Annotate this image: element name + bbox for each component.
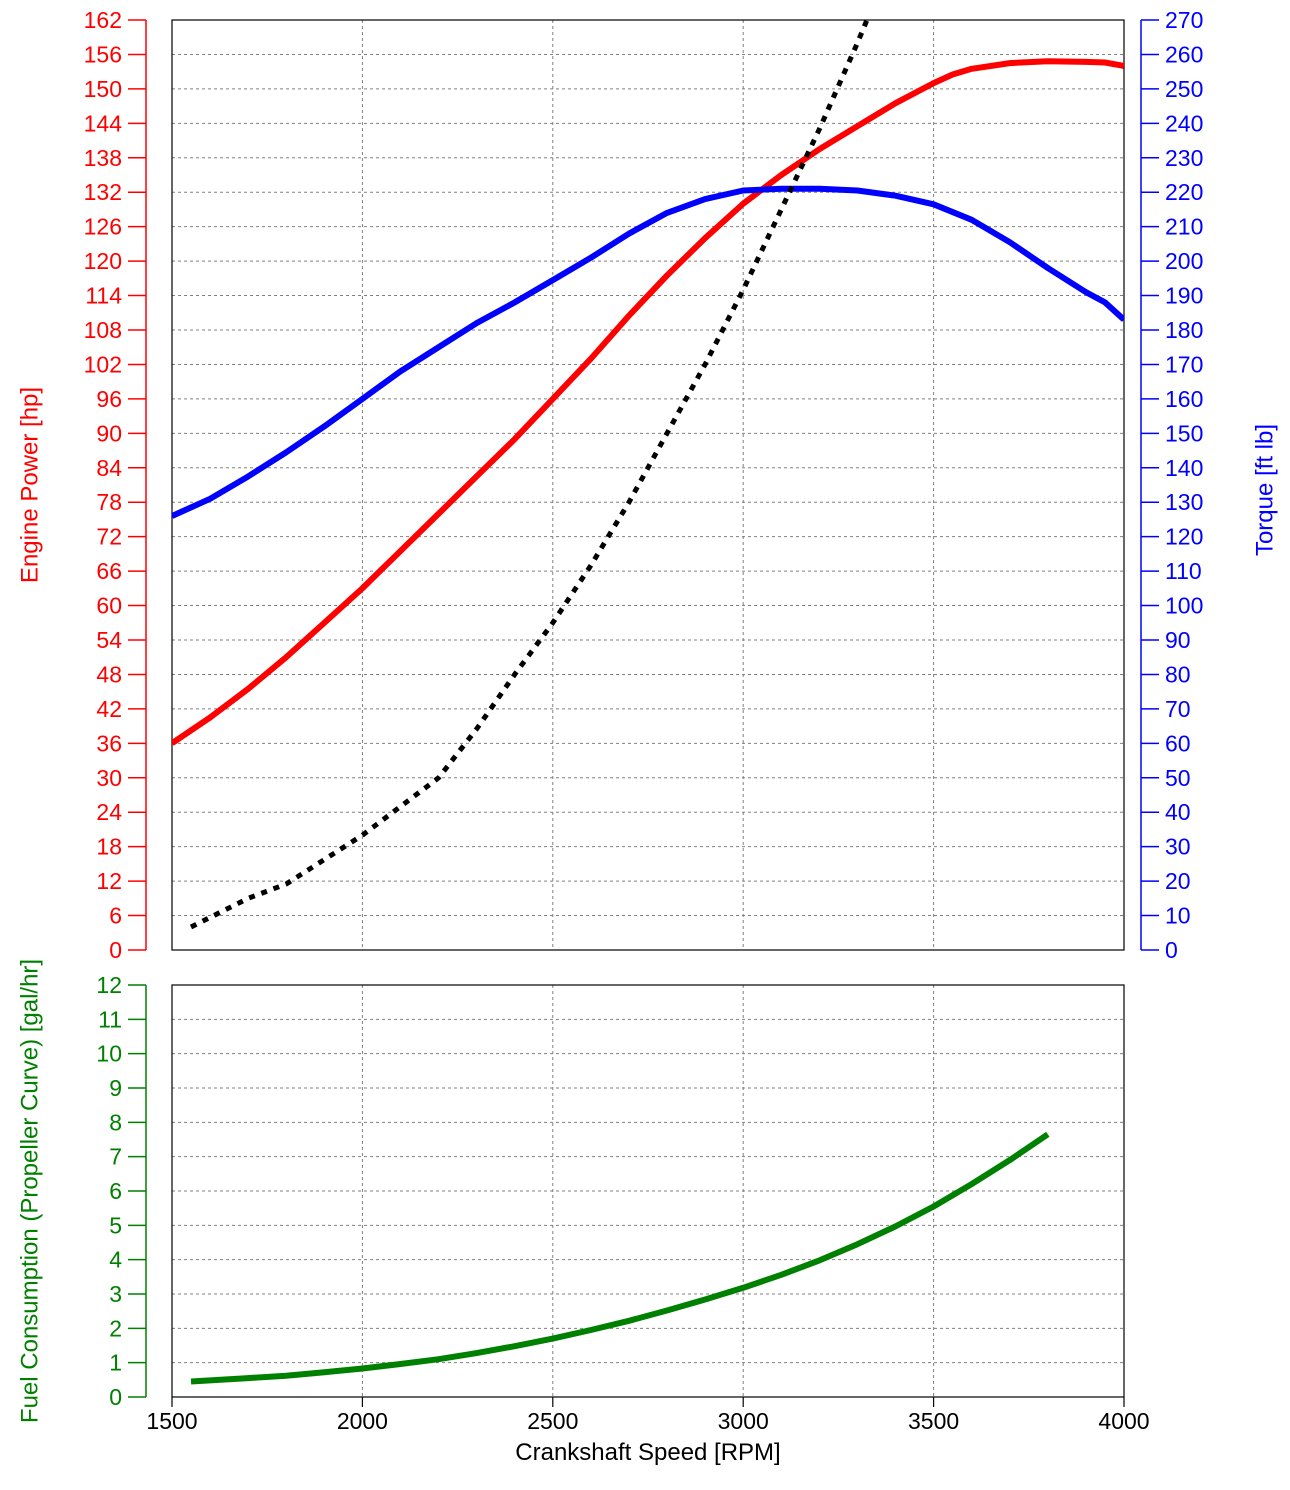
x-tick-label-0: 1500 bbox=[146, 1408, 197, 1434]
top-left-tick-label-24: 144 bbox=[84, 110, 123, 136]
x-tick-label-4: 3500 bbox=[908, 1408, 959, 1434]
right-tick-label-16: 160 bbox=[1165, 386, 1203, 412]
x-tick-label-1: 2000 bbox=[337, 1408, 388, 1434]
bottom-left-tick-label-7: 7 bbox=[109, 1144, 122, 1170]
bottom-left-tick-label-1: 1 bbox=[109, 1350, 122, 1376]
top-left-tick-label-27: 162 bbox=[84, 7, 122, 33]
top-left-tick-label-22: 132 bbox=[84, 179, 122, 205]
top-series-line-2 bbox=[189, 20, 870, 930]
right-tick-label-27: 270 bbox=[1165, 7, 1203, 33]
top-left-tick-label-14: 84 bbox=[96, 455, 122, 481]
top-left-tick-label-12: 72 bbox=[96, 524, 122, 550]
bottom-left-tick-label-8: 8 bbox=[109, 1109, 122, 1135]
right-tick-label-9: 90 bbox=[1165, 627, 1191, 653]
top-left-tick-label-5: 30 bbox=[96, 765, 122, 791]
bottom-left-tick-label-0: 0 bbox=[109, 1384, 122, 1410]
top-left-tick-label-11: 66 bbox=[96, 558, 122, 584]
right-tick-label-10: 100 bbox=[1165, 593, 1203, 619]
top-left-tick-label-26: 156 bbox=[84, 41, 122, 67]
bottom-left-tick-label-10: 10 bbox=[96, 1041, 122, 1067]
right-tick-label-8: 80 bbox=[1165, 661, 1191, 687]
x-tick-label-2: 2500 bbox=[527, 1408, 578, 1434]
right-tick-label-26: 260 bbox=[1165, 41, 1203, 67]
right-tick-label-5: 50 bbox=[1165, 765, 1191, 791]
right-tick-label-7: 70 bbox=[1165, 696, 1191, 722]
right-tick-label-18: 180 bbox=[1165, 317, 1203, 343]
top-left-tick-label-21: 126 bbox=[84, 214, 122, 240]
top-left-tick-label-2: 12 bbox=[96, 868, 122, 894]
top-left-tick-label-6: 36 bbox=[96, 730, 122, 756]
right-tick-label-12: 120 bbox=[1165, 524, 1203, 550]
top-left-tick-label-15: 90 bbox=[96, 420, 122, 446]
right-tick-label-23: 230 bbox=[1165, 145, 1203, 171]
bottom-left-tick-label-6: 6 bbox=[109, 1178, 122, 1204]
bottom-left-tick-label-11: 11 bbox=[98, 1006, 122, 1032]
right-tick-label-22: 220 bbox=[1165, 179, 1203, 205]
top-left-tick-label-23: 138 bbox=[84, 145, 122, 171]
right-tick-label-21: 210 bbox=[1165, 214, 1203, 240]
right-tick-label-6: 60 bbox=[1165, 730, 1191, 756]
bottom-left-tick-label-3: 3 bbox=[109, 1281, 122, 1307]
right-tick-label-25: 250 bbox=[1165, 76, 1203, 102]
top-series-line-1 bbox=[172, 185, 1124, 519]
top-left-tick-label-16: 96 bbox=[96, 386, 122, 412]
right-tick-label-3: 30 bbox=[1165, 834, 1191, 860]
right-tick-label-0: 0 bbox=[1165, 937, 1178, 963]
right-tick-label-11: 110 bbox=[1165, 558, 1202, 584]
right-tick-label-4: 40 bbox=[1165, 799, 1191, 825]
top-left-tick-label-8: 48 bbox=[96, 661, 122, 687]
top-plot-frame bbox=[171, 19, 1125, 951]
top-left-tick-label-25: 150 bbox=[84, 76, 122, 102]
bottom-left-axis-title: Fuel Consumption (Propeller Curve) [gal/… bbox=[17, 959, 44, 1423]
right-tick-label-13: 130 bbox=[1165, 489, 1203, 515]
top-left-tick-label-3: 18 bbox=[96, 834, 122, 860]
right-tick-label-1: 10 bbox=[1165, 903, 1191, 929]
top-left-tick-label-9: 54 bbox=[96, 627, 122, 653]
bottom-left-tick-label-4: 4 bbox=[109, 1247, 122, 1273]
right-axis-title: Torque [ft lb] bbox=[1252, 424, 1279, 556]
right-tick-label-2: 20 bbox=[1165, 868, 1191, 894]
bottom-series-line-0 bbox=[190, 1131, 1050, 1385]
top-left-tick-label-19: 114 bbox=[85, 283, 122, 309]
right-tick-label-19: 190 bbox=[1165, 283, 1203, 309]
top-series-line-0 bbox=[172, 58, 1124, 746]
top-left-tick-label-0: 0 bbox=[109, 937, 122, 963]
right-tick-label-15: 150 bbox=[1165, 420, 1203, 446]
right-tick-label-20: 200 bbox=[1165, 248, 1203, 274]
right-tick-label-24: 240 bbox=[1165, 110, 1203, 136]
right-tick-label-17: 170 bbox=[1165, 351, 1203, 377]
bottom-left-tick-label-5: 5 bbox=[109, 1212, 122, 1238]
top-left-tick-label-18: 108 bbox=[84, 317, 122, 343]
top-left-tick-label-10: 60 bbox=[96, 593, 122, 619]
top-left-tick-label-1: 6 bbox=[109, 903, 122, 929]
top-left-tick-label-17: 102 bbox=[84, 351, 122, 377]
top-left-tick-label-20: 120 bbox=[84, 248, 122, 274]
top-left-tick-label-4: 24 bbox=[96, 799, 122, 825]
top-left-tick-label-13: 78 bbox=[96, 489, 122, 515]
bottom-left-tick-label-2: 2 bbox=[109, 1315, 122, 1341]
bottom-left-tick-label-9: 9 bbox=[109, 1075, 122, 1101]
top-left-tick-label-7: 42 bbox=[96, 696, 122, 722]
x-tick-label-5: 4000 bbox=[1098, 1408, 1149, 1434]
bottom-left-tick-label-12: 12 bbox=[96, 972, 122, 998]
top-left-axis-title: Engine Power [hp] bbox=[17, 387, 44, 583]
bottom-plot-frame bbox=[171, 984, 1125, 1398]
x-axis-title: Crankshaft Speed [RPM] bbox=[515, 1439, 780, 1466]
x-tick-label-3: 3000 bbox=[718, 1408, 769, 1434]
right-tick-label-14: 140 bbox=[1165, 455, 1203, 481]
